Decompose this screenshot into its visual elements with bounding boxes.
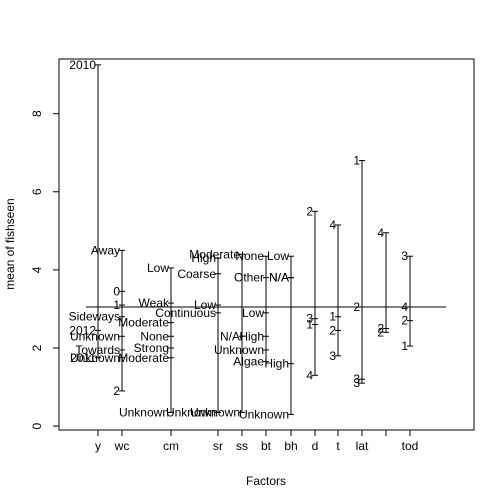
level-label: Unknown <box>119 405 169 419</box>
level-label: 4 <box>329 218 336 232</box>
x-tick-label: t <box>336 439 340 453</box>
level-label: None <box>235 249 264 263</box>
x-tick-label: bt <box>261 439 272 453</box>
factor-d: 2 31 4 <box>306 204 318 382</box>
level-label: Low <box>194 298 216 312</box>
level-label: 3 <box>329 349 336 363</box>
level-label: 2 <box>306 204 313 218</box>
y-tick-label: 6 <box>30 188 44 195</box>
level-label: 1 <box>306 318 313 332</box>
level-label: Unknown <box>70 329 120 343</box>
plot-frame <box>58 58 475 431</box>
level-label: High <box>264 357 289 371</box>
level-label: 4 <box>306 368 313 382</box>
level-label: Algae <box>233 355 264 369</box>
level-label: Towards <box>75 343 120 357</box>
factor-y: 2010 2012 2011 <box>69 58 101 365</box>
y-tick-label: 2 <box>30 344 44 351</box>
level-label: Moderate <box>118 351 169 365</box>
x-tick-label: wc <box>114 439 130 453</box>
level-label: Moderate <box>118 316 169 330</box>
factor-unnamed: 4 22 <box>377 226 389 339</box>
level-label: 1 <box>401 339 408 353</box>
level-label: Coarse <box>177 267 216 281</box>
level-label: 3 <box>401 249 408 263</box>
level-label: 1 <box>113 298 120 312</box>
level-label: Continuous <box>155 306 216 320</box>
x-tick-label: bh <box>284 439 297 453</box>
factor-t: 4 12 3 <box>329 218 341 363</box>
level-label: N/A <box>269 271 289 285</box>
level-label: Away <box>91 243 120 257</box>
level-label: 2 <box>377 321 384 335</box>
y-tick-label: 4 <box>30 266 44 273</box>
level-label: 2 <box>329 323 336 337</box>
x-tick-label: lat <box>356 439 369 453</box>
x-tick-label: cm <box>163 439 179 453</box>
x-tick-label: tod <box>402 439 419 453</box>
level-label: 1 <box>353 154 360 168</box>
level-label: High <box>191 251 216 265</box>
x-tick-label: sr <box>213 439 223 453</box>
level-label: N/A <box>220 329 240 343</box>
level-label: Low <box>242 306 264 320</box>
level-label: Strong <box>134 341 169 355</box>
level-label: Other <box>234 271 264 285</box>
x-axis-label: Factors <box>246 474 286 488</box>
level-label: N/A <box>269 271 289 285</box>
level-label: 2012 <box>69 323 96 337</box>
factor-ss: Moderate N/A Unknown <box>189 247 245 419</box>
level-label: 3 <box>306 312 313 326</box>
y-tick-label: 8 <box>30 110 44 117</box>
level-label: 2 <box>401 314 408 328</box>
level-label: 2010 <box>69 58 96 72</box>
factor-marks: 201020122011Away01SidewaysUnknownTowards… <box>69 58 413 421</box>
x-tick-label: y <box>95 439 101 453</box>
level-label: Low <box>267 249 289 263</box>
level-label: 2 <box>377 325 384 339</box>
y-tick-label: 0 <box>30 422 44 429</box>
level-label: Low <box>147 261 169 275</box>
level-label: Unknown <box>239 407 289 421</box>
x-tick-label: ss <box>236 439 248 453</box>
x-tick-label: d <box>312 439 319 453</box>
level-label: Moderate <box>189 247 240 261</box>
y-axis: 0 2 4 6 8 <box>30 110 60 429</box>
level-label: 1 <box>329 310 336 324</box>
level-label: 2011 <box>70 351 96 365</box>
level-label: Unknown <box>190 405 240 419</box>
y-axis-label: mean of fishseen <box>3 198 17 289</box>
level-label: High <box>239 329 264 343</box>
level-label: 4 <box>377 226 384 240</box>
level-label: Sideways <box>69 310 120 324</box>
x-axis: y wc cm sr ss bt bh d t lat tod <box>95 429 419 453</box>
level-label: 0 <box>113 284 120 298</box>
level-label: 2 <box>113 384 120 398</box>
level-label: Unknown <box>166 405 216 419</box>
level-label: 3 <box>353 376 360 390</box>
level-label: Unknown <box>70 351 120 365</box>
level-label: 3 <box>353 372 360 386</box>
level-label: Unknown <box>214 343 264 357</box>
level-label: None <box>140 329 169 343</box>
